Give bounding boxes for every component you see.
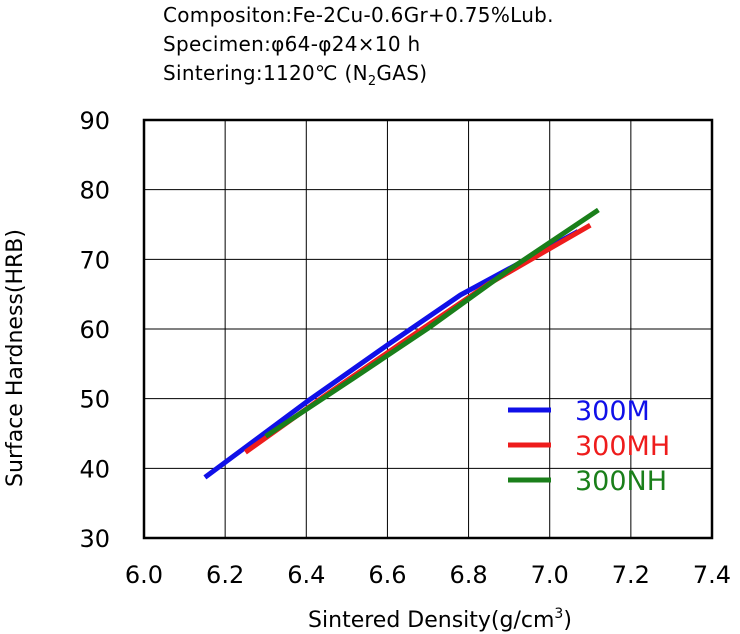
composition-note: Compositon:Fe-2Cu-0.6Gr+0.75%Lub. (163, 3, 554, 27)
y-tick-label: 60 (79, 316, 110, 344)
sintering-note: Sintering:1120℃ (N2GAS) (163, 61, 427, 89)
x-axis-title-text: Sintered Density(g/cm (308, 608, 554, 633)
x-tick-labels: 6.0 6.2 6.4 6.6 6.8 7.0 7.2 7.4 (125, 561, 731, 589)
series-lines (203, 207, 600, 480)
y-tick-labels: 30 40 50 60 70 80 90 (79, 107, 110, 553)
y-tick-label: 70 (79, 246, 110, 274)
x-tick-label: 6.8 (449, 561, 487, 589)
y-tick-label: 90 (79, 107, 110, 135)
x-tick-label: 6.4 (287, 561, 325, 589)
specimen-note: Specimen:φ64-φ24×10 h (163, 32, 421, 56)
legend-label-300MH: 300MH (575, 431, 670, 462)
sintering-note-text: Sintering:1120℃ (N (163, 61, 368, 85)
series-line-300NH (264, 207, 600, 439)
x-tick-label: 6.6 (368, 561, 406, 589)
plot-frame (142, 118, 714, 540)
y-tick-label: 50 (79, 386, 110, 414)
legend-label-300M: 300M (575, 396, 650, 427)
x-tick-label: 6.2 (206, 561, 244, 589)
legend-label-300NH: 300NH (575, 466, 667, 497)
sintering-note-end: GAS) (376, 61, 428, 85)
x-tick-label: 6.0 (125, 561, 163, 589)
legend: 300M 300MH 300NH (508, 396, 670, 497)
y-axis-title: Surface Hardness(HRB) (3, 229, 28, 487)
x-axis-title-superscript: 3 (554, 606, 563, 622)
x-axis-title: Sintered Density(g/cm3) (308, 606, 572, 633)
grid-lines (144, 120, 712, 538)
x-axis-title-end: ) (563, 608, 572, 633)
y-tick-label: 80 (79, 177, 110, 205)
sintering-note-subscript: 2 (367, 74, 377, 89)
y-tick-label: 30 (79, 525, 110, 553)
x-tick-label: 7.2 (612, 561, 650, 589)
y-tick-label: 40 (79, 455, 110, 483)
x-tick-label: 7.0 (531, 561, 569, 589)
x-tick-label: 7.4 (693, 561, 731, 589)
